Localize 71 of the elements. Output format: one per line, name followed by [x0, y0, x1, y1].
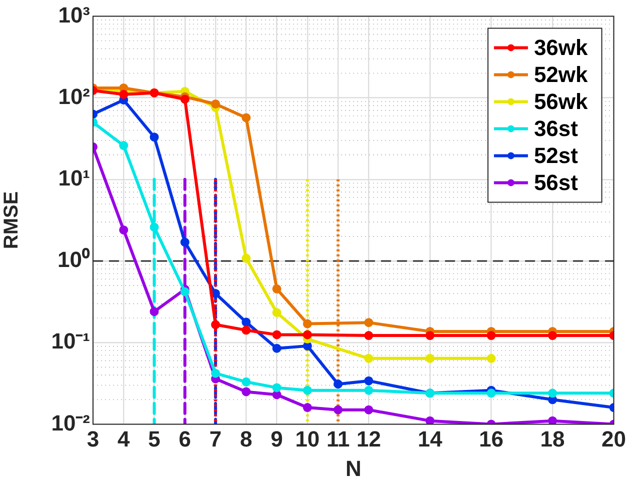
point [272, 284, 282, 294]
point [364, 386, 374, 395]
x-tick-label: 6 [178, 426, 192, 452]
point [242, 326, 251, 335]
y-tick-label: 10¹ [58, 165, 90, 190]
point [180, 238, 190, 247]
point [180, 94, 190, 104]
x-tick-label: 4 [118, 426, 131, 452]
x-tick-label: 3 [86, 426, 100, 452]
point [272, 308, 282, 318]
point [302, 403, 312, 412]
x-tick-label: 18 [540, 426, 565, 452]
point [150, 307, 159, 316]
point [242, 113, 251, 122]
point [334, 380, 343, 389]
point [180, 287, 190, 296]
x-tick-label: 7 [209, 426, 222, 452]
point [302, 386, 312, 395]
point [486, 354, 496, 363]
x-tick-label: 9 [270, 426, 283, 452]
y-axis-title: RMSE [0, 191, 23, 250]
x-tick-label: 14 [418, 426, 443, 452]
point [425, 354, 434, 363]
point [486, 331, 496, 340]
point [242, 387, 251, 396]
x-axis-title: N [345, 456, 362, 481]
x-tick-label: 16 [478, 426, 504, 452]
legend-label: 36wk [534, 34, 589, 60]
legend-label: 36st [534, 116, 579, 141]
x-tick-label: 12 [356, 426, 381, 452]
point [272, 344, 282, 353]
point [242, 377, 251, 386]
point [425, 416, 434, 424]
point [425, 331, 434, 340]
x-tick-label: 11 [326, 426, 350, 452]
point [548, 416, 557, 424]
point [272, 383, 282, 392]
x-tick-label: 20 [602, 426, 626, 452]
point [302, 330, 312, 340]
x-tick-label: 5 [148, 426, 160, 452]
point [211, 320, 220, 330]
point [364, 376, 374, 386]
legend-label: 52wk [534, 62, 589, 87]
point [119, 225, 128, 234]
point [119, 141, 128, 150]
point [150, 132, 159, 142]
point [272, 330, 282, 340]
y-tick-label: 10⁰ [58, 247, 90, 272]
point [364, 354, 374, 363]
point [150, 222, 159, 232]
point [548, 388, 557, 398]
point [334, 405, 343, 414]
point [211, 368, 220, 378]
point [302, 319, 312, 328]
y-tick-label: 10³ [58, 2, 90, 28]
y-tick-label: 10⁻¹ [51, 328, 90, 354]
point [364, 405, 374, 414]
point [364, 318, 374, 328]
point [242, 254, 251, 263]
point [548, 331, 557, 340]
x-tick-label: 8 [240, 426, 252, 452]
y-tick-label: 10² [58, 84, 90, 109]
point [211, 99, 220, 108]
point [119, 90, 128, 99]
x-tick-label: 10 [295, 426, 320, 452]
point [242, 318, 251, 327]
point [486, 388, 496, 398]
legend-label: 56st [534, 170, 579, 195]
point [364, 331, 374, 340]
legend-label: 56wk [534, 88, 589, 114]
legend-label: 52st [534, 142, 579, 168]
